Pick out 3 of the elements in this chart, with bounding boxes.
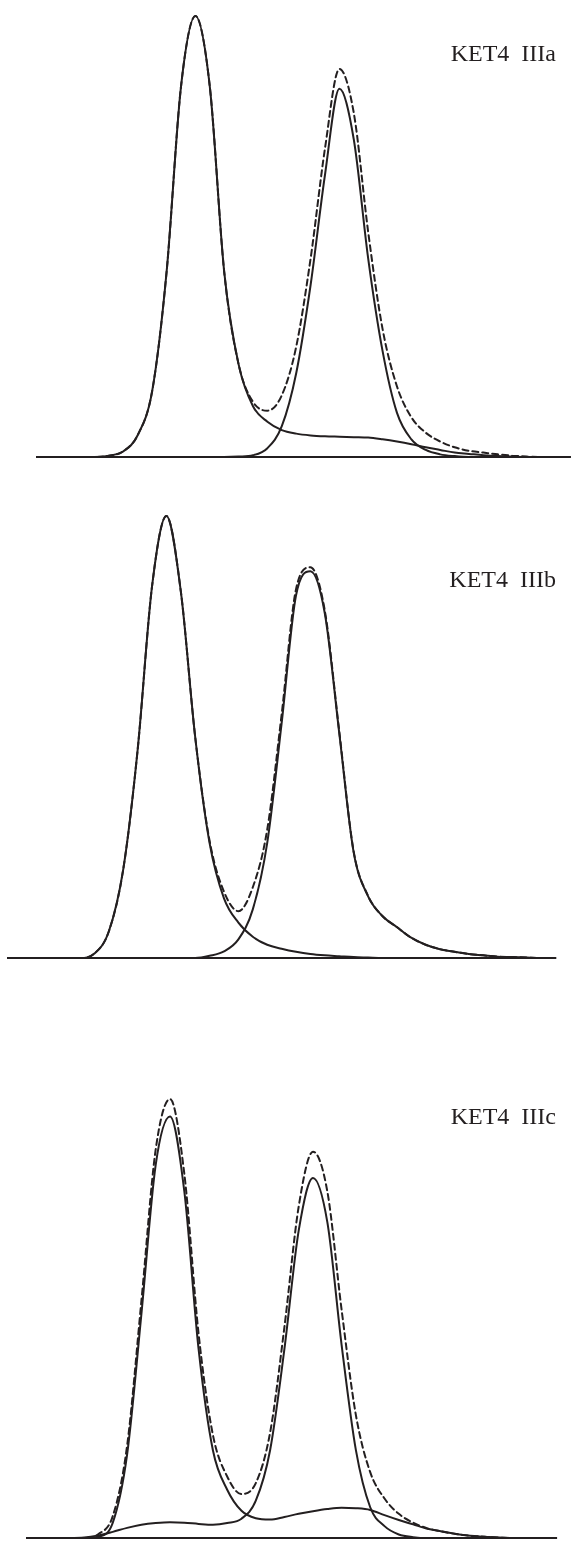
- text: KET4 IIIb: [449, 565, 556, 594]
- text: KET4 IIIa: [450, 39, 556, 68]
- chart-title: KET4 IIIc: [450, 1102, 556, 1131]
